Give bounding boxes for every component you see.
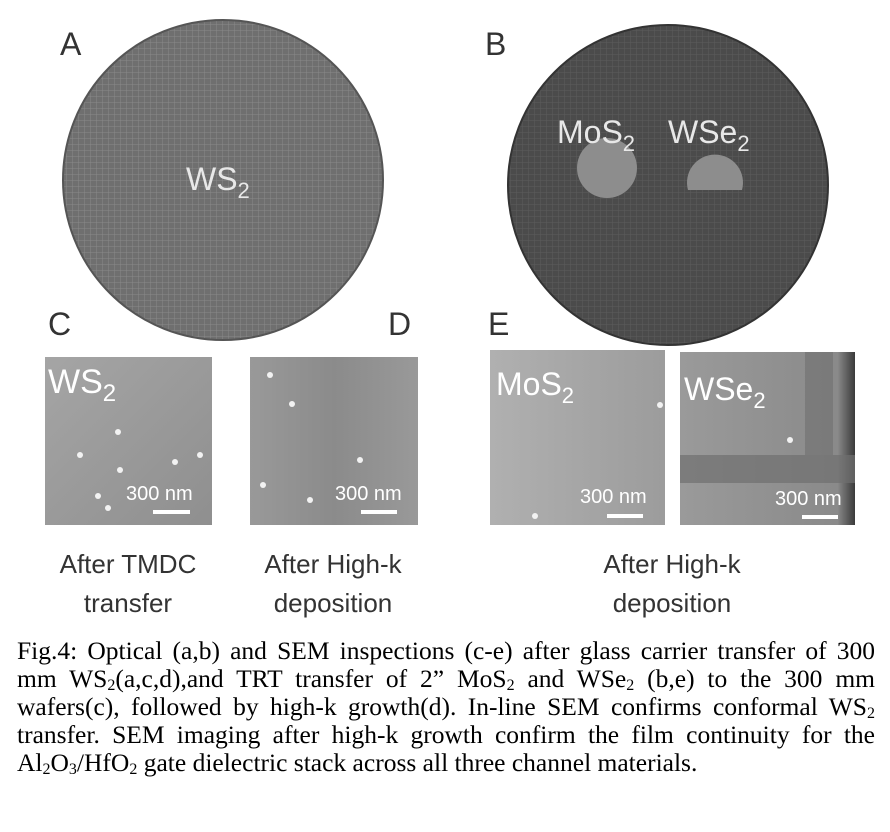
particle <box>357 457 363 463</box>
panel-label: B <box>485 26 506 62</box>
sem-d <box>250 357 418 525</box>
particle <box>787 437 793 443</box>
label-sub: 2 <box>623 131 635 156</box>
wafer-a <box>62 19 384 341</box>
panel-label: A <box>60 26 82 62</box>
particle <box>77 452 83 458</box>
particle <box>105 505 111 511</box>
sem-c <box>45 357 212 525</box>
panel-label: D <box>388 306 411 342</box>
wafer-label: MoS2 <box>557 114 635 156</box>
particle <box>307 497 313 503</box>
panel-caption: transfer <box>84 588 172 618</box>
wafer-label: WS2 <box>186 161 250 203</box>
caption-run: 3 <box>68 761 77 778</box>
particle <box>117 467 123 473</box>
caption-run: /HfO <box>76 748 130 777</box>
sem-label: WSe2 <box>684 371 766 413</box>
caption-run: 2 <box>129 761 138 778</box>
panel-label: C <box>48 306 71 342</box>
label-base: WS <box>186 161 238 197</box>
caption-run: 2 <box>506 677 515 694</box>
panel-captions: After TMDC transfer After High-k deposit… <box>60 549 742 618</box>
panel-caption: deposition <box>613 588 732 618</box>
sem-e1 <box>490 350 665 525</box>
particle <box>532 513 538 519</box>
caption-run: (a,c,d),and TRT transfer of 2” MoS <box>115 664 507 693</box>
caption-run: 2 <box>626 677 635 694</box>
particle <box>260 482 266 488</box>
sem-label: WS2 <box>48 363 116 407</box>
wafer-b <box>507 24 829 346</box>
particle <box>115 429 121 435</box>
label-base: WS <box>48 363 103 401</box>
particle <box>267 372 273 378</box>
figure: A B C D E WS2 MoS2 WSe2 WS2 MoS2 WSe2 30… <box>45 19 855 618</box>
caption-run: transfer. SEM imaging after high-k growt… <box>17 720 875 777</box>
particle <box>172 459 178 465</box>
particle <box>657 402 663 408</box>
caption-run: 2 <box>867 705 875 722</box>
scale-bar-label: 300 nm <box>335 483 402 505</box>
panel-caption: After High-k <box>264 549 402 579</box>
panel-caption: After High-k <box>603 549 741 579</box>
particle <box>289 401 295 407</box>
particles <box>77 372 793 519</box>
scale-bar-label: 300 nm <box>775 488 842 510</box>
wse2-film <box>687 154 744 190</box>
panel-caption: deposition <box>274 588 393 618</box>
sem-label: MoS2 <box>496 366 574 408</box>
caption-run: 2 <box>107 677 116 694</box>
scale-bar-label: 300 nm <box>580 486 647 508</box>
label-sub: 2 <box>753 388 765 413</box>
label-base: WSe <box>684 371 753 407</box>
wafer-label: WSe2 <box>668 114 750 156</box>
label-base: WSe <box>668 114 737 150</box>
label-sub: 2 <box>562 383 574 408</box>
label-base: MoS <box>557 114 623 150</box>
label-sub: 2 <box>737 131 749 156</box>
sem-e2-band <box>680 455 855 483</box>
figure-caption: Fig.4: Optical (a,b) and SEM inspections… <box>17 636 875 778</box>
caption-run: and WSe <box>514 664 627 693</box>
particle <box>95 493 101 499</box>
caption-run: 2 <box>42 761 51 778</box>
sem-e2-band <box>805 352 833 455</box>
scale-bar-label: 300 nm <box>126 483 193 505</box>
particle <box>197 452 203 458</box>
scale-bars <box>153 510 838 519</box>
caption-run: (b,e) to the 300 mm wafers(c), followed … <box>17 664 875 721</box>
panel-label: E <box>488 306 509 342</box>
caption-run: gate dielectric stack across all three c… <box>137 748 698 777</box>
panel-caption: After TMDC <box>60 549 197 579</box>
mos2-film <box>577 138 637 198</box>
label-sub: 2 <box>238 178 250 203</box>
label-sub: 2 <box>103 380 116 407</box>
caption-run: O <box>50 748 69 777</box>
caption-run: Fig.4: Optical (a,b) and SEM inspections… <box>17 636 875 693</box>
label-base: MoS <box>496 366 562 402</box>
